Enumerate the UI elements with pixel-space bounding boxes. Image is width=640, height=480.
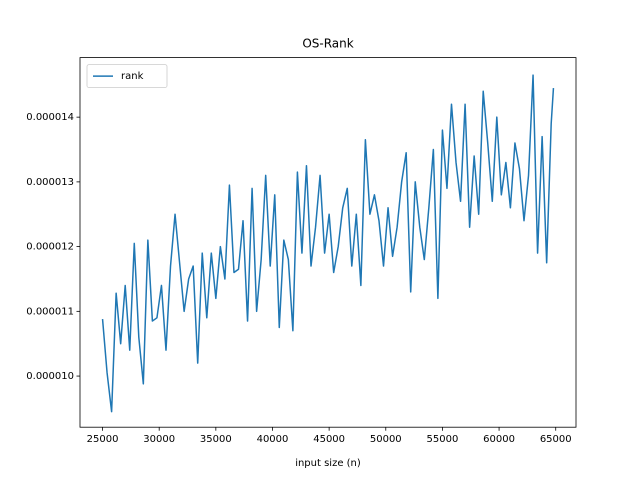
x-tick-label: 30000	[143, 434, 175, 445]
x-tick-label: 25000	[87, 434, 119, 445]
y-tick-label: 0.000013	[26, 177, 74, 188]
x-tick-label: 45000	[313, 434, 345, 445]
y-tick-label: 0.000014	[26, 112, 74, 123]
y-tick-label: 0.000012	[26, 242, 74, 253]
legend-box	[86, 64, 168, 88]
axes-frame	[79, 57, 577, 428]
x-axis-label: input size (n)	[295, 458, 361, 469]
x-tick-label: 60000	[483, 434, 515, 445]
data-line	[101, 74, 555, 413]
legend-label: rank	[121, 71, 144, 82]
x-tick-label: 40000	[257, 434, 289, 445]
chart-title: OS-Rank	[302, 37, 353, 51]
x-tick-label: 35000	[200, 434, 232, 445]
x-tick-label: 50000	[370, 434, 402, 445]
y-tick-label: 0.000010	[26, 371, 74, 382]
x-tick-label: 65000	[540, 434, 572, 445]
y-tick-label: 0.000011	[26, 306, 74, 317]
x-tick-label: 55000	[427, 434, 459, 445]
